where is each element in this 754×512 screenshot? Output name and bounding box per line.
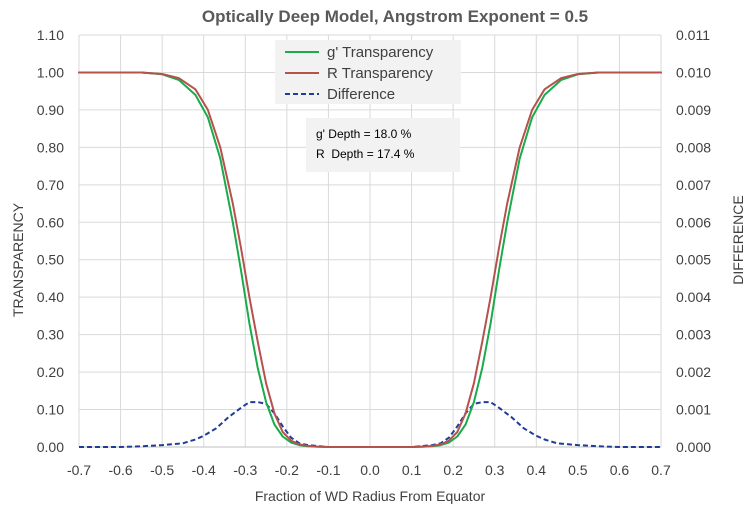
x-tick-label: -0.7 [67,462,91,478]
x-tick-label: 0.4 [527,462,547,478]
y2-tick-label: 0.001 [676,402,711,418]
x-tick-label: 0.1 [402,462,422,478]
y-tick-label: 0.70 [37,177,64,193]
y-tick-label: 0.60 [37,214,64,230]
y2-tick-label: 0.000 [676,439,711,455]
y2-tick-label: 0.006 [676,214,711,230]
series-group [78,71,662,448]
x-tick-label: -0.4 [192,462,216,478]
annotation-g-depth: g' Depth = 18.0 % [316,127,412,141]
x-tick-label: 0.6 [610,462,630,478]
x-tick-label: -0.1 [316,462,340,478]
chart-title: Optically Deep Model, Angstrom Exponent … [202,7,588,26]
y2-tick-label: 0.004 [676,289,711,305]
x-tick-label: -0.5 [150,462,174,478]
annotation-r-depth: R Depth = 17.4 % [316,147,415,161]
y-axis-title: TRANSPARENCY [10,202,26,317]
y2-tick-label: 0.005 [676,252,711,268]
y-tick-labels: 0.00 0.10 0.20 0.30 0.40 0.50 0.60 0.70 0.80 0.90… [37,27,64,455]
y2-tick-label: 0.010 [676,64,711,80]
legend-label-r: R Transparency [327,65,433,82]
y-tick-label: 1.10 [37,27,64,43]
y-tick-label: 0.00 [37,439,64,455]
y-tick-label: 0.10 [37,402,64,418]
y2-tick-label: 0.003 [676,327,711,343]
y2-axis-title: DIFFERENCE [730,195,746,284]
y-tick-label: 0.30 [37,327,64,343]
y-tick-label: 0.80 [37,139,64,155]
x-tick-label: 0.0 [360,462,380,478]
x-axis-title: Fraction of WD Radius From Equator [255,488,486,504]
series-line-r-transparency [78,71,662,448]
y2-tick-labels: 0.000 0.001 0.002 0.003 0.004 0.005 0.006 0.007… [676,27,711,455]
y-tick-label: 0.90 [37,102,64,118]
depth-annotation: g' Depth = 18.0 % R Depth = 17.4 % [306,118,460,172]
x-tick-label: -0.6 [109,462,133,478]
x-tick-label: -0.3 [233,462,257,478]
y2-tick-label: 0.002 [676,364,711,380]
annotation-box [306,118,460,172]
legend-label-diff: Difference [327,86,395,103]
y2-tick-label: 0.011 [676,27,710,43]
y-tick-label: 1.00 [37,64,64,80]
y-tick-label: 0.50 [37,252,64,268]
y2-tick-label: 0.007 [676,177,711,193]
x-tick-labels: -0.7 -0.6 -0.5 -0.4 -0.3 -0.2 -0.1 0.0 0.1 0.2 0.3… [67,462,671,478]
x-tick-label: 0.3 [485,462,505,478]
y2-tick-label: 0.008 [676,139,711,155]
x-tick-label: 0.2 [443,462,463,478]
y-tick-label: 0.40 [37,289,64,305]
x-tick-label: -0.2 [275,462,299,478]
x-tick-label: 0.7 [651,462,671,478]
y-tick-label: 0.20 [37,364,64,380]
legend-label-g: g' Transparency [327,44,434,61]
y2-tick-label: 0.009 [676,102,711,118]
legend: g' Transparency R Transparency Differenc… [275,40,461,104]
x-tick-label: 0.5 [568,462,588,478]
